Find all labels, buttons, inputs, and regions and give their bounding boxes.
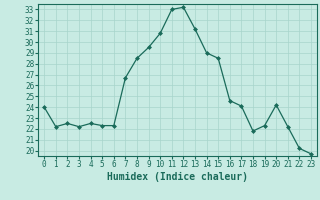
X-axis label: Humidex (Indice chaleur): Humidex (Indice chaleur) [107,172,248,182]
